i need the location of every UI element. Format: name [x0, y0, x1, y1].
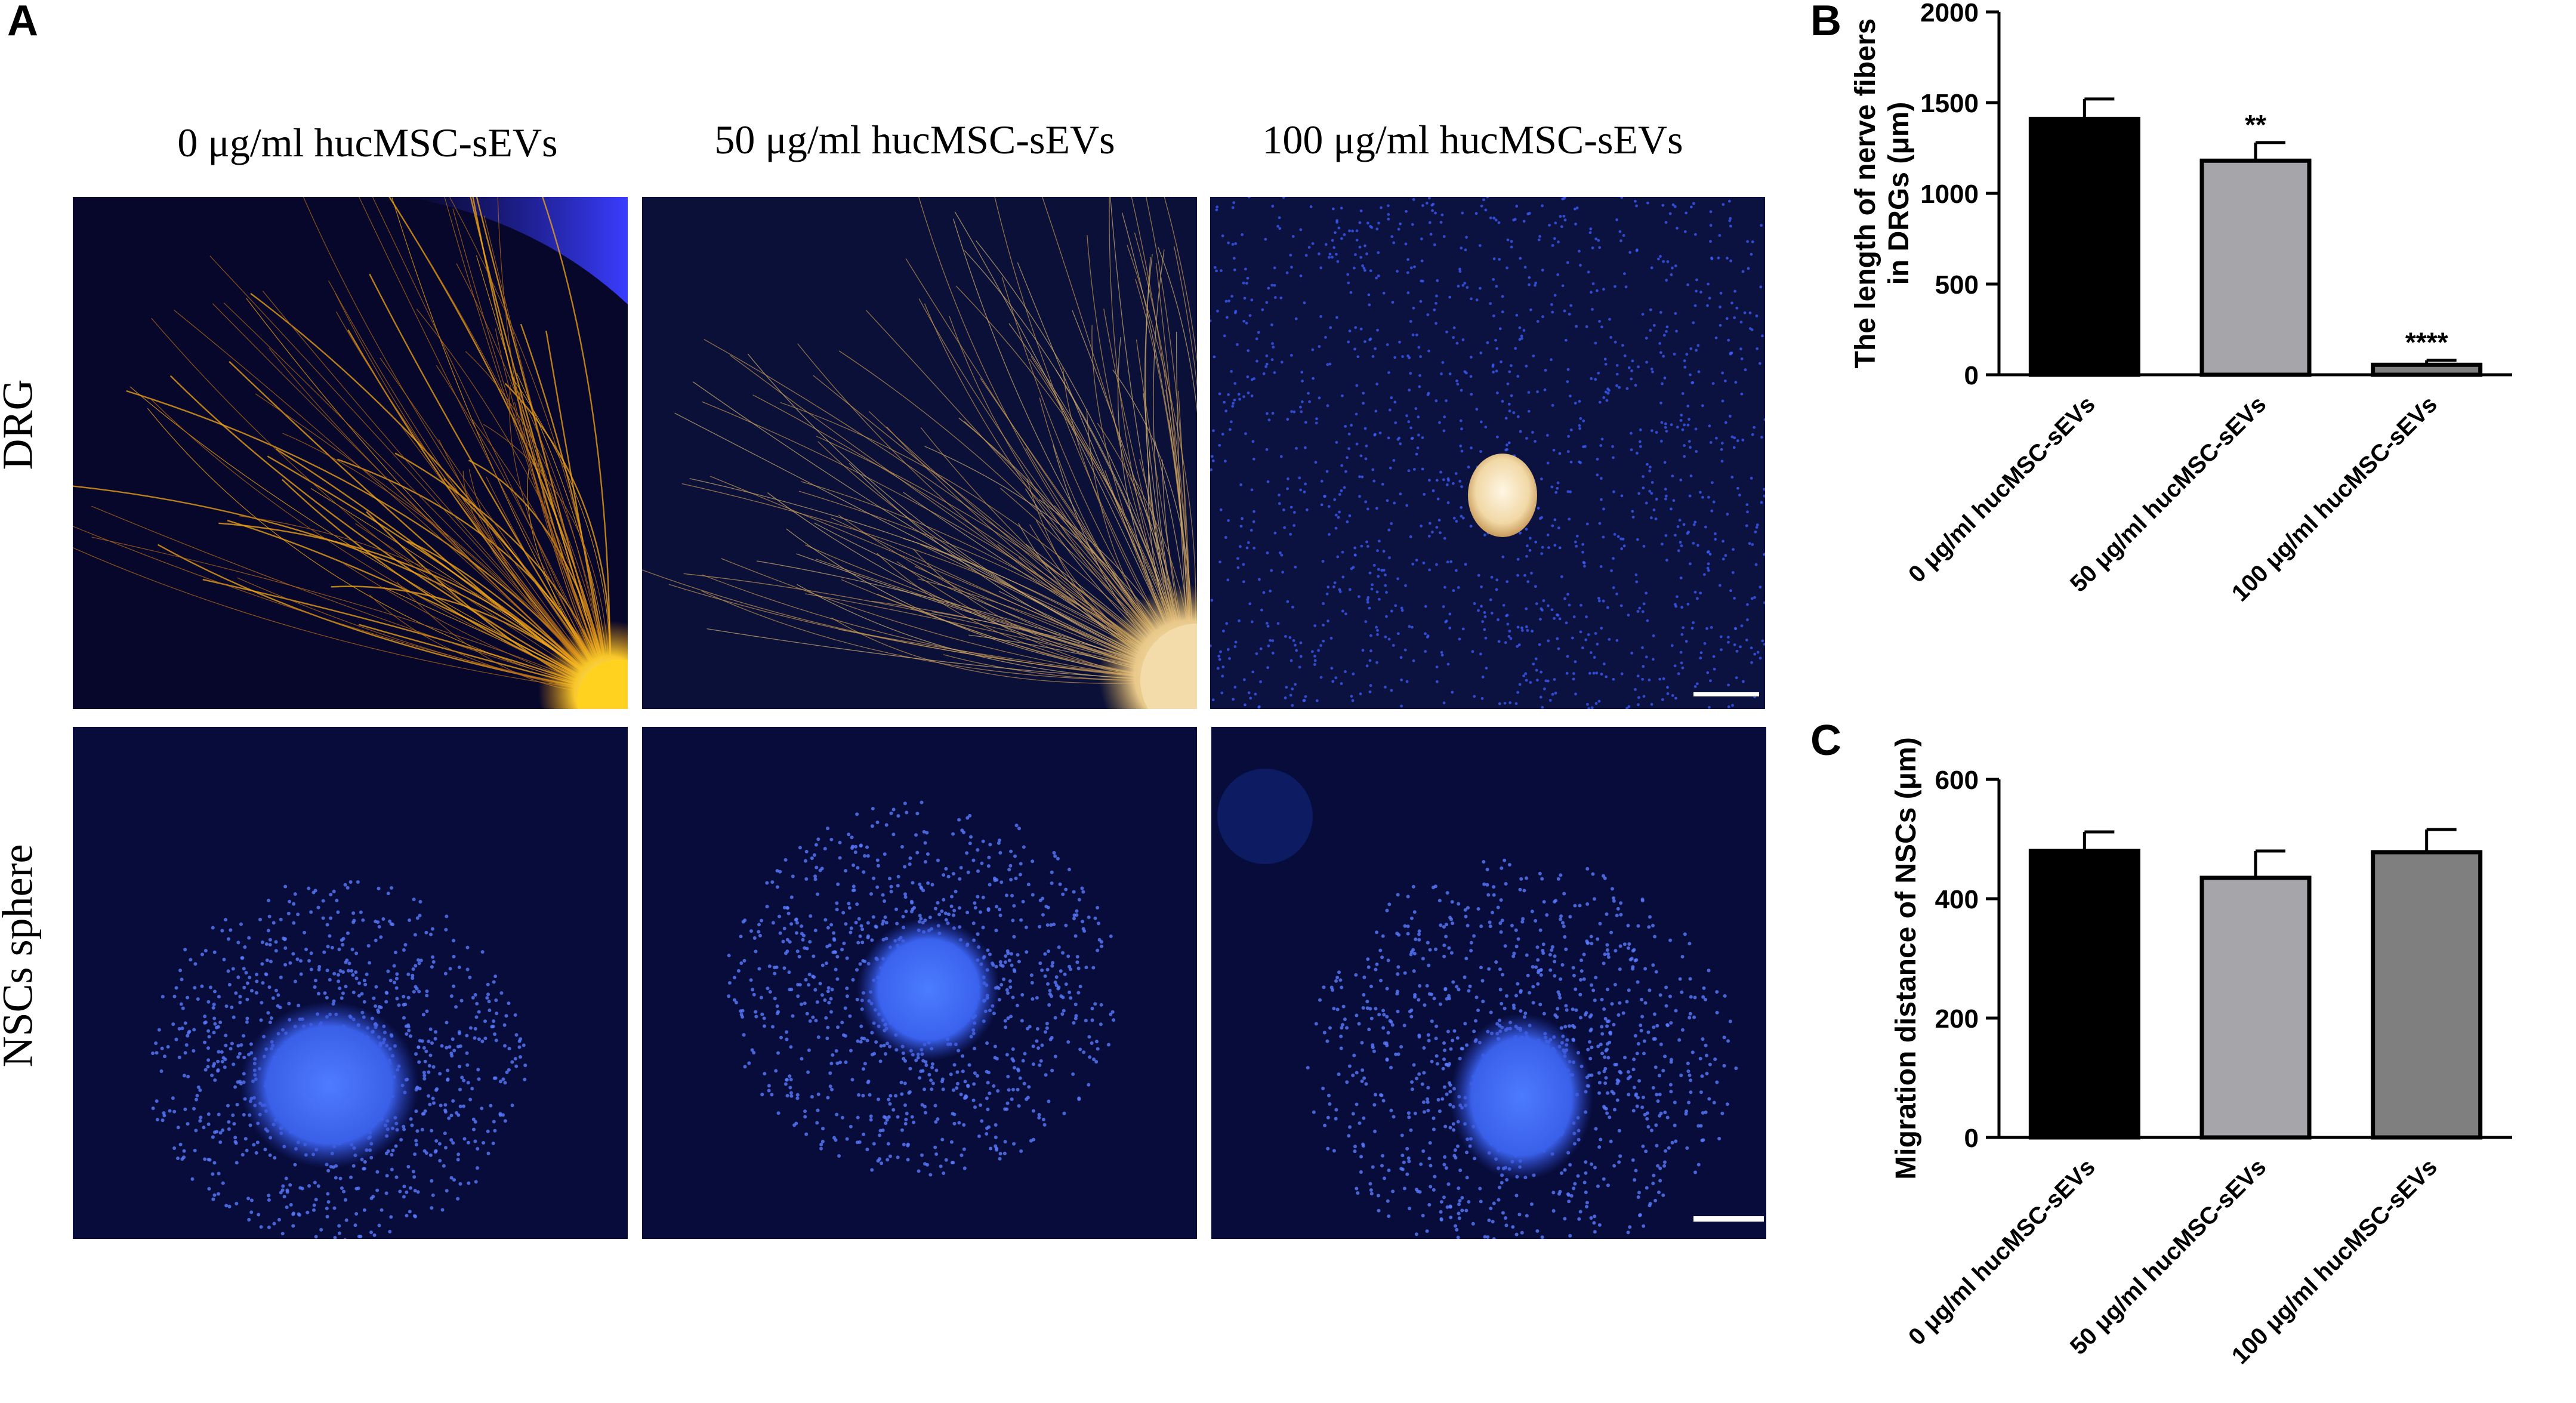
y-tick-label: 1000 — [1920, 180, 1979, 209]
bar — [2371, 850, 2483, 1140]
y-axis-label: The length of nerve fibersin DRGs (μm) — [1850, 18, 1915, 369]
row-label-nscs-sphere: NSCs sphere — [0, 844, 42, 1068]
micrograph-drg-50 — [642, 197, 1197, 709]
panel-label-b: B — [1810, 0, 1841, 45]
bar — [2199, 158, 2312, 377]
chart-b: 0 500 1000 1500 2000 The length of nerve fibe… — [1826, 0, 2572, 686]
significance-label: ** — [2245, 109, 2266, 140]
column-label-100: 100 μg/ml hucMSC-sEVs — [1262, 117, 1683, 162]
scale-bar — [1693, 692, 1759, 696]
y-tick-label: 600 — [1935, 766, 1979, 795]
y-tick-label: 500 — [1935, 270, 1979, 300]
y-tick-label: 1500 — [1920, 89, 1979, 118]
y-tick-label: 2000 — [1920, 0, 1979, 27]
significance-label: **** — [2405, 327, 2448, 358]
micrograph-nscs-100 — [1211, 727, 1766, 1239]
category-label: 50 μg/ml hucMSC-sEVs — [2065, 391, 2271, 597]
column-label-0: 0 μg/ml hucMSC-sEVs — [177, 120, 558, 165]
panel-label-a: A — [7, 0, 38, 45]
row-label-drg: DRG — [0, 379, 42, 470]
category-label: 0 μg/ml hucMSC-sEVs — [1904, 391, 2100, 588]
bar — [2199, 875, 2312, 1140]
y-tick-label: 0 — [1964, 361, 1979, 390]
micrograph-nscs-0 — [73, 727, 628, 1239]
category-label: 50 μg/ml hucMSC-sEVs — [2065, 1154, 2271, 1359]
chart-c: 0 200 400 600 Migration distance of NSCs (μm… — [1826, 737, 2572, 1396]
micrograph-nscs-50 — [642, 727, 1197, 1239]
bar — [2371, 362, 2483, 377]
bar — [2028, 116, 2140, 377]
scale-bar — [1693, 1216, 1764, 1222]
micrograph-drg-100 — [1210, 197, 1765, 709]
category-label: 0 μg/ml hucMSC-sEVs — [1904, 1154, 2100, 1350]
y-tick-label: 400 — [1935, 885, 1979, 914]
column-label-50: 50 μg/ml hucMSC-sEVs — [714, 117, 1115, 162]
panel-label-c: C — [1810, 717, 1841, 764]
y-tick-label: 0 — [1964, 1124, 1979, 1153]
bar — [2028, 849, 2140, 1140]
y-tick-label: 200 — [1935, 1004, 1979, 1034]
category-label: 100 μg/ml hucMSC-sEVs — [2227, 391, 2442, 606]
y-axis-label: Migration distance of NSCs (μm) — [1890, 737, 1922, 1179]
category-label: 100 μg/ml hucMSC-sEVs — [2227, 1154, 2442, 1369]
micrograph-drg-0 — [73, 197, 628, 709]
